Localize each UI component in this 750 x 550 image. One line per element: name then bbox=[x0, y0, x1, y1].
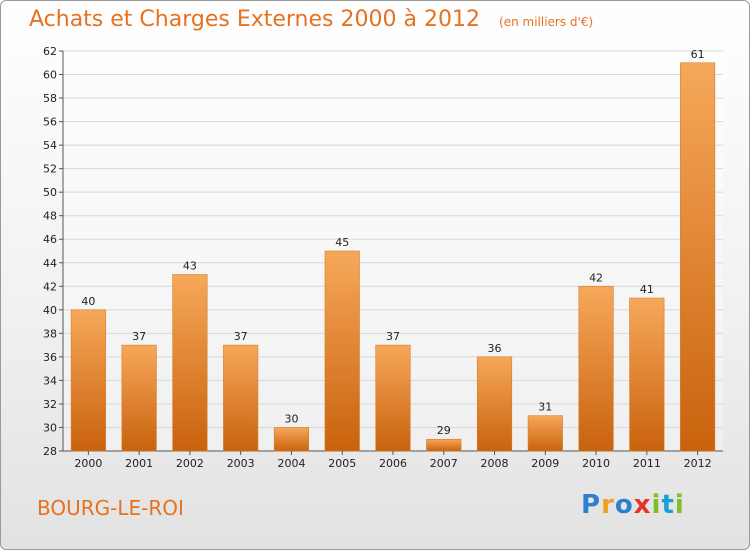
y-tick-label: 46 bbox=[43, 233, 57, 246]
data-label-2003: 37 bbox=[234, 330, 248, 343]
logo-letter-i-2: i bbox=[674, 490, 685, 520]
x-tick-label-2012: 2012 bbox=[684, 457, 712, 470]
proxiti-logo: Proxiti bbox=[581, 490, 685, 520]
bar-2008 bbox=[476, 356, 513, 452]
y-tick-label: 28 bbox=[43, 445, 57, 458]
y-tick-label: 34 bbox=[43, 374, 57, 387]
x-tick-label-2010: 2010 bbox=[582, 457, 610, 470]
bar-2007 bbox=[426, 438, 462, 452]
logo-letter-o: o bbox=[614, 490, 634, 520]
y-tick-label: 30 bbox=[43, 421, 57, 434]
x-tick-label-2004: 2004 bbox=[277, 457, 305, 470]
y-tick-label: 32 bbox=[43, 398, 57, 411]
y-tick-label: 48 bbox=[43, 210, 57, 223]
data-label-2009: 31 bbox=[538, 401, 552, 414]
x-tick-label-2001: 2001 bbox=[125, 457, 153, 470]
y-tick-label: 52 bbox=[43, 163, 57, 176]
y-tick-label: 60 bbox=[43, 69, 57, 82]
data-label-2006: 37 bbox=[386, 330, 400, 343]
data-label-2010: 42 bbox=[589, 271, 603, 284]
bar-2004 bbox=[273, 427, 310, 452]
bar-2000 bbox=[70, 309, 106, 452]
x-tick-label-2003: 2003 bbox=[227, 457, 255, 470]
data-label-2008: 36 bbox=[488, 342, 502, 355]
data-label-2004: 30 bbox=[284, 412, 298, 425]
chart-subtitle: (en milliers d'€) bbox=[499, 15, 594, 29]
data-label-2005: 45 bbox=[335, 236, 349, 249]
y-tick-label: 42 bbox=[43, 280, 57, 293]
y-tick-label: 58 bbox=[43, 92, 57, 105]
logo-letter-r: r bbox=[601, 490, 615, 520]
logo-letter-x: x bbox=[633, 490, 652, 520]
y-tick-label: 50 bbox=[43, 186, 57, 199]
bar-2003 bbox=[223, 344, 259, 452]
data-label-2002: 43 bbox=[183, 260, 197, 273]
bar-2002 bbox=[172, 274, 208, 452]
chart-title: Achats et Charges Externes 2000 à 2012 bbox=[29, 7, 480, 32]
x-tick-label-2009: 2009 bbox=[531, 457, 559, 470]
y-tick-label: 56 bbox=[43, 116, 57, 129]
logo-letter-i: i bbox=[651, 490, 662, 520]
x-tick-label-2008: 2008 bbox=[481, 457, 509, 470]
logo-letter-p: P bbox=[581, 490, 602, 520]
y-tick-label: 62 bbox=[43, 45, 57, 58]
x-tick-label-2000: 2000 bbox=[74, 457, 102, 470]
bar-2001 bbox=[121, 344, 157, 452]
x-tick-label-2002: 2002 bbox=[176, 457, 204, 470]
logo-letter-t: t bbox=[661, 490, 675, 520]
bar-2010 bbox=[578, 285, 614, 452]
bar-2005 bbox=[324, 250, 360, 452]
data-label-2011: 41 bbox=[640, 283, 654, 296]
y-tick-label: 36 bbox=[43, 351, 57, 364]
y-tick-label: 54 bbox=[43, 139, 57, 152]
place-name: BOURG-LE-ROI bbox=[37, 496, 184, 520]
x-tick-label-2006: 2006 bbox=[379, 457, 407, 470]
bar-chart: 28 30 32 34 36 38 40 42 44 46 48 50 52 54 56 58 60 62 40 20… bbox=[43, 45, 723, 470]
y-tick-label: 38 bbox=[43, 327, 57, 340]
x-tick-label-2005: 2005 bbox=[328, 457, 356, 470]
bar-2006 bbox=[375, 344, 411, 452]
bar-2012 bbox=[680, 62, 716, 452]
data-label-2001: 37 bbox=[132, 330, 146, 343]
y-tick-label: 44 bbox=[43, 257, 57, 270]
data-label-2012: 61 bbox=[691, 48, 705, 61]
y-tick-label: 40 bbox=[43, 304, 57, 317]
data-label-2007: 29 bbox=[437, 424, 451, 437]
x-tick-label-2007: 2007 bbox=[430, 457, 458, 470]
x-tick-label-2011: 2011 bbox=[633, 457, 661, 470]
bar-2011 bbox=[629, 297, 665, 452]
data-label-2000: 40 bbox=[81, 295, 95, 308]
title-block: Achats et Charges Externes 2000 à 2012 (… bbox=[29, 7, 593, 32]
bar-2009 bbox=[527, 415, 563, 452]
